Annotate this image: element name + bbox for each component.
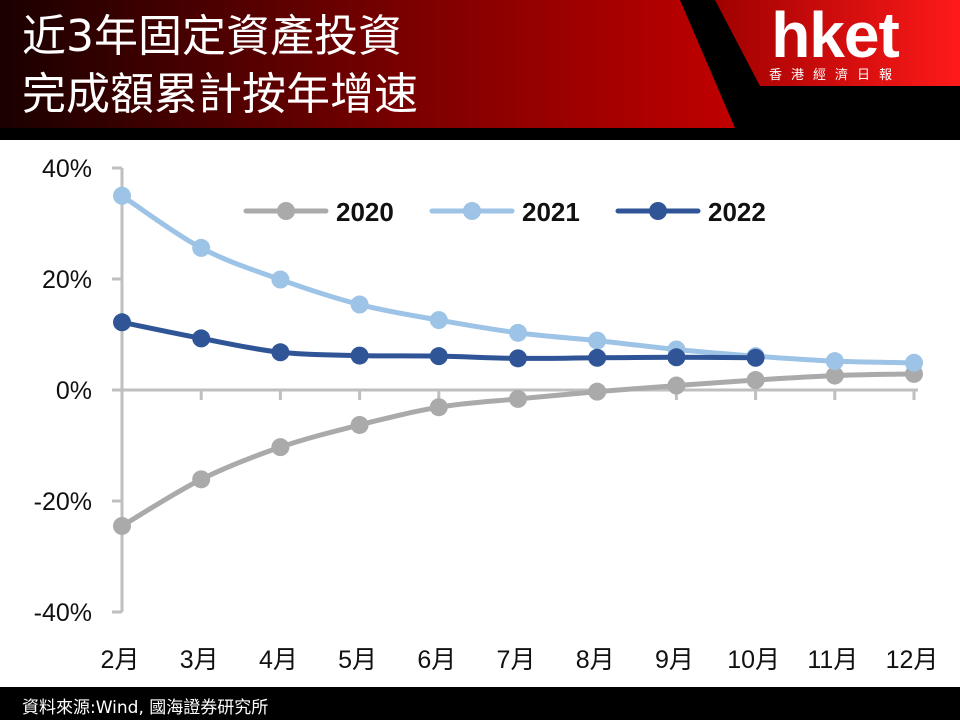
data-point-2022 — [113, 313, 131, 332]
x-tick-label: 6月 — [417, 646, 456, 674]
data-point-2021 — [192, 238, 211, 257]
legend-swatch-marker — [649, 202, 667, 220]
data-point-2022 — [509, 349, 527, 368]
data-point-2020 — [667, 376, 686, 395]
data-point-2020 — [588, 382, 607, 401]
chart-series — [113, 186, 923, 535]
data-point-2020 — [509, 389, 527, 408]
legend-item-2021: 2021 — [429, 197, 580, 227]
data-point-2020 — [192, 470, 211, 489]
x-tick-label: 3月 — [180, 646, 219, 674]
x-tick-label: 7月 — [497, 646, 536, 674]
legend-swatch-marker — [277, 202, 295, 220]
y-tick-label: 0% — [56, 377, 92, 405]
x-tick-label: 12月 — [886, 646, 939, 674]
chart-axes: 40% 20% 0% -20% -40% 2月 3月 4月 5月 6月 7月 8月 9月 10月 11月 12… — [34, 155, 939, 674]
data-point-2020 — [113, 516, 131, 535]
legend-item-2022: 2022 — [615, 197, 766, 227]
y-tick-label: 40% — [42, 155, 92, 183]
data-point-2021 — [588, 331, 607, 350]
x-tick-label: 4月 — [259, 646, 298, 674]
x-tick-label: 5月 — [338, 646, 377, 674]
hket-logo: hket 香港經濟日報 — [750, 2, 920, 83]
source-note: 資料來源:Wind, 國海證券研究所 — [22, 698, 269, 718]
data-point-2020 — [429, 398, 448, 417]
data-point-2021 — [825, 352, 844, 371]
y-tick-label: -20% — [34, 488, 92, 516]
data-point-2020 — [350, 415, 369, 434]
x-tick-label: 9月 — [655, 646, 694, 674]
data-point-2021 — [271, 270, 290, 289]
data-point-2020 — [825, 366, 844, 385]
logo-subtitle: 香港經濟日報 — [768, 68, 901, 83]
chart-legend: 2020 2021 2022 — [243, 197, 766, 227]
legend-swatch-marker — [463, 202, 481, 220]
data-point-2021 — [429, 311, 448, 330]
y-tick-label: 20% — [42, 266, 92, 294]
y-tick-label: -40% — [34, 599, 92, 627]
footer-bar: 資料來源:Wind, 國海證券研究所 — [0, 687, 960, 720]
x-tick-label: 11月 — [807, 646, 858, 674]
data-point-2022 — [271, 343, 290, 362]
page-title: 近3年固定資產投資 完成額累計按年增速 — [22, 8, 418, 124]
series-2022 — [113, 313, 765, 368]
logo-wordmark: hket — [771, 0, 900, 71]
data-point-2022 — [667, 348, 686, 367]
legend-label: 2022 — [708, 197, 766, 227]
data-point-2021 — [905, 353, 923, 372]
data-point-2021 — [350, 295, 369, 314]
legend-label: 2021 — [522, 197, 580, 227]
x-tick-label: 10月 — [727, 646, 780, 674]
data-point-2021 — [509, 323, 527, 342]
data-point-2020 — [746, 371, 765, 390]
legend-label: 2020 — [336, 197, 394, 227]
series-2020 — [113, 364, 923, 535]
data-point-2021 — [113, 186, 131, 205]
legend-item-2020: 2020 — [243, 197, 394, 227]
data-point-2022 — [588, 348, 607, 367]
data-point-2022 — [746, 348, 765, 367]
title-line-1: 近3年固定資產投資 — [22, 11, 402, 62]
title-line-2: 完成額累計按年增速 — [22, 69, 418, 120]
header-banner: 近3年固定資產投資 完成額累計按年增速 hket 香港經濟日報 — [0, 0, 960, 140]
data-point-2022 — [350, 346, 369, 365]
x-tick-label: 8月 — [576, 646, 615, 674]
line-chart: 40% 20% 0% -20% -40% 2月 3月 4月 5月 6月 7月 8月 9月 10月 11月 12… — [34, 155, 939, 674]
data-point-2022 — [192, 329, 211, 348]
header-background — [0, 0, 960, 140]
x-tick-label: 2月 — [101, 646, 140, 674]
data-point-2022 — [429, 347, 448, 366]
data-point-2020 — [271, 438, 290, 457]
